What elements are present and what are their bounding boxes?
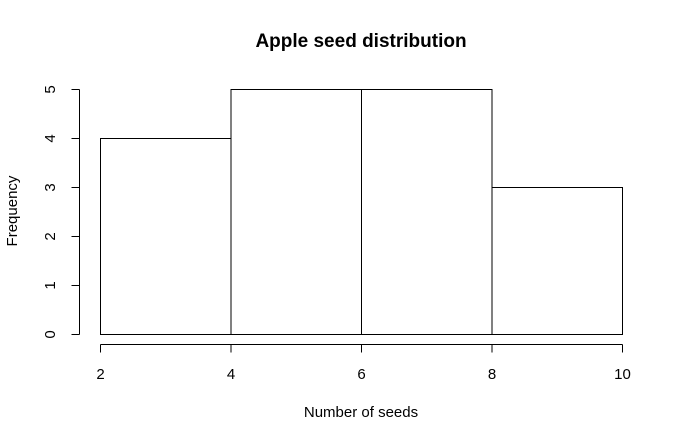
histogram-bar-4 [491,187,623,335]
x-tick-label: 6 [357,366,365,383]
chart-title: Apple seed distribution [255,31,466,52]
y-tick-label: 4 [42,134,59,142]
y-tick-label: 5 [42,85,59,93]
y-axis: 0 1 2 3 4 5 [42,85,80,339]
bars-group [100,89,623,335]
y-tick-label: 1 [42,281,59,289]
x-tick-label: 8 [488,366,496,383]
y-tick-label: 3 [42,183,59,191]
x-tick-label: 2 [96,366,104,383]
y-tick-label: 2 [42,232,59,240]
y-tick-label: 0 [42,330,59,338]
x-axis: 2 4 6 8 10 [96,344,631,383]
x-tick-label: 4 [227,366,235,383]
histogram-bar-1 [100,138,232,335]
y-axis-title: Frequency [4,175,21,246]
x-axis-title: Number of seeds [304,404,418,421]
histogram-bar-3 [361,89,493,335]
x-tick-label: 10 [614,366,631,383]
histogram-bar-2 [230,89,362,335]
